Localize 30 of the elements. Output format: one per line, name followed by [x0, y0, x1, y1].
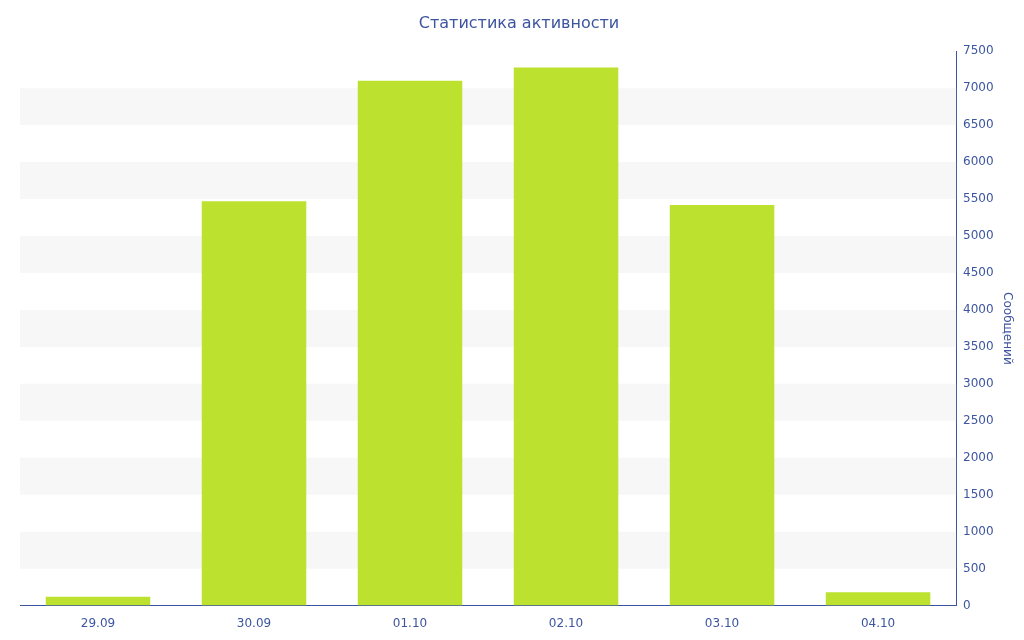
y-tick-label: 5500 [963, 191, 994, 206]
y-tick-label: 3500 [963, 339, 994, 354]
y-axis-title: Сообщений [1000, 292, 1015, 365]
y-tick-label: 1500 [963, 486, 994, 501]
y-tick-label: 4000 [963, 302, 994, 317]
bar [201, 201, 307, 606]
bar [357, 80, 463, 606]
y-tick-label: 0 [963, 597, 971, 612]
x-tick-label: 02.10 [548, 615, 584, 630]
x-tick-label: 01.10 [392, 615, 428, 630]
y-tick-label: 6000 [963, 154, 994, 169]
bar [45, 596, 151, 606]
y-tick-label: 1000 [963, 523, 994, 538]
bar [669, 204, 775, 606]
y-tick-label: 7500 [963, 43, 994, 58]
y-tick-label: 3000 [963, 375, 994, 390]
y-tick-label: 2500 [963, 412, 994, 427]
bar [825, 592, 931, 606]
chart-title: Статистика активности [418, 12, 620, 32]
y-tick-label: 7000 [963, 80, 994, 95]
x-tick-label: 29.09 [80, 615, 116, 630]
x-tick-label: 04.10 [860, 615, 896, 630]
y-tick-label: 500 [963, 560, 986, 575]
y-tick-label: 5000 [963, 228, 994, 243]
y-tick-label: 2000 [963, 449, 994, 464]
x-tick-label: 30.09 [236, 615, 272, 630]
x-tick-label: 03.10 [704, 615, 740, 630]
bar [513, 67, 619, 606]
y-tick-label: 6500 [963, 117, 994, 132]
y-tick-label: 4500 [963, 265, 994, 280]
